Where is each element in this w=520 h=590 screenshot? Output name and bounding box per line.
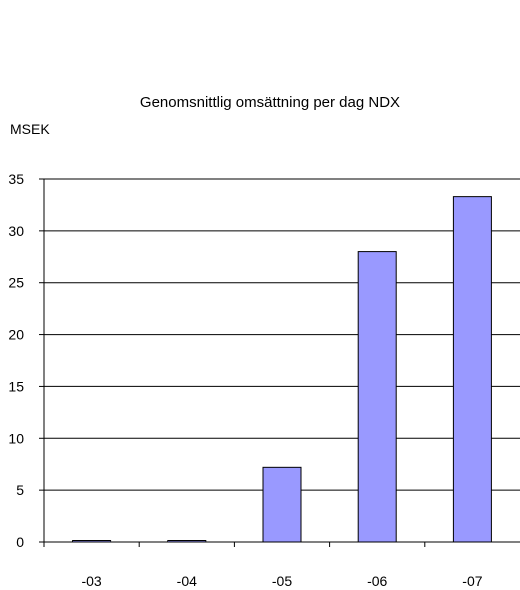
chart-title: Genomsnittlig omsättning per dag NDX bbox=[140, 94, 400, 111]
bar bbox=[262, 466, 302, 543]
y-tick-label: 30 bbox=[8, 223, 24, 239]
x-tick-label: -07 bbox=[462, 573, 482, 589]
bar bbox=[357, 251, 397, 543]
y-tick-label: 25 bbox=[8, 275, 24, 291]
y-unit-label: MSEK bbox=[10, 121, 50, 137]
y-tick-label: 5 bbox=[16, 482, 24, 498]
y-tick-label: 35 bbox=[8, 171, 24, 187]
bars bbox=[72, 196, 492, 543]
gridlines bbox=[44, 178, 520, 491]
x-tick-label: -04 bbox=[177, 573, 197, 589]
axes bbox=[39, 178, 520, 547]
bar bbox=[452, 196, 492, 543]
x-tick-labels: -03 -04 -05 -06 -07 bbox=[81, 573, 482, 589]
x-tick-label: -06 bbox=[367, 573, 387, 589]
x-tick-label: -05 bbox=[272, 573, 292, 589]
x-tick-label: -03 bbox=[81, 573, 101, 589]
y-tick-label: 0 bbox=[16, 534, 24, 550]
y-tick-labels: 0 5 10 15 20 25 30 35 bbox=[8, 171, 24, 550]
y-tick-label: 20 bbox=[8, 327, 24, 343]
y-tick-label: 15 bbox=[8, 378, 24, 394]
y-tick-label: 10 bbox=[8, 430, 24, 446]
